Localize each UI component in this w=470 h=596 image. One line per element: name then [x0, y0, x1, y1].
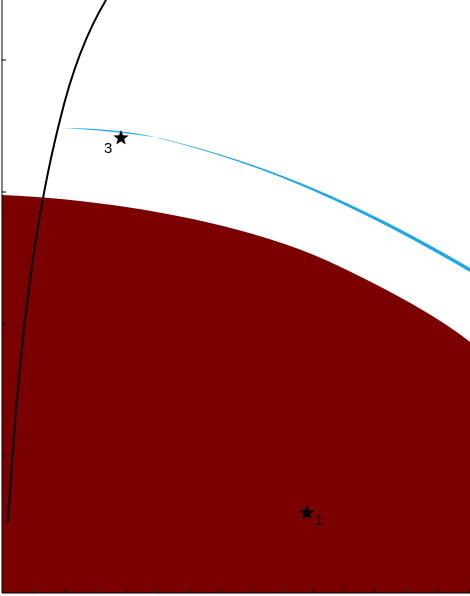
marker-3: 3: [104, 130, 129, 157]
marker-1-label: 1: [315, 512, 323, 529]
marker-3-label: 3: [104, 140, 112, 157]
filled-region: [2, 195, 470, 593]
